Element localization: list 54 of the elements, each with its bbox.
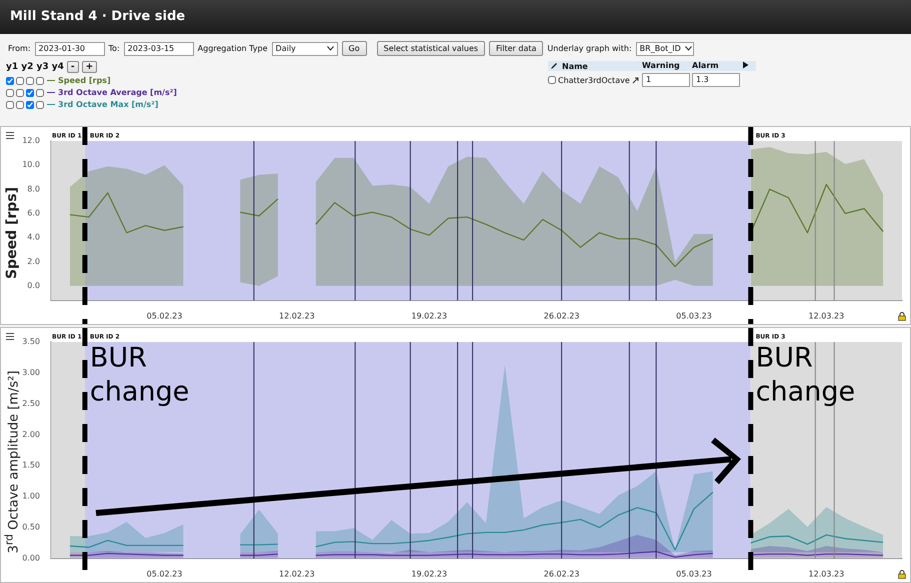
text: Go — [342, 41, 367, 56]
legend-label: 3rd Octave Average [m/s²] — [58, 88, 177, 97]
text: + — [82, 61, 98, 73]
x-tick-label: 05.02.23 — [146, 569, 182, 578]
text: 1 — [642, 73, 690, 87]
text: Warning — [642, 61, 692, 71]
x-tick-label: 26.02.23 — [544, 569, 580, 578]
y-tick-label: 1.00 — [22, 492, 40, 501]
text: BR_Bot_ID — [636, 42, 694, 56]
y-tick-label: 2.50 — [22, 398, 40, 408]
y-tick-label: 10.0 — [22, 160, 40, 170]
y-tick-label: 12.0 — [22, 136, 40, 146]
x-tick-label: 05.03.23 — [676, 311, 712, 320]
text: From: — [8, 44, 31, 53]
x-tick-label: 12.02.23 — [279, 311, 315, 320]
legend-label: 3rd Octave Max [m/s²] — [58, 100, 158, 109]
text: - — [66, 61, 79, 73]
x-tick-label: 05.03.23 — [676, 569, 712, 578]
text: Select statistical values — [376, 41, 486, 56]
x-tick-label: 12.03.23 — [808, 311, 844, 320]
y-tick-label: 6.0 — [27, 208, 40, 218]
chart-title: Mill Stand 4 · Drive side — [0, 0, 911, 34]
text: 2023-03-15 — [124, 42, 194, 56]
text: Aggregation Type — [198, 44, 268, 53]
ref-line-label: BUR change — [756, 342, 856, 408]
text: Filter data — [489, 41, 544, 56]
x-tick-label: 19.02.23 — [411, 569, 448, 578]
text: Chatter3rdOctave — [557, 74, 631, 86]
y-tick-label: 2.00 — [22, 430, 40, 439]
legend-label: Speed [rps] — [58, 76, 111, 85]
y-tick-label: 3.50 — [22, 337, 40, 346]
text: y1 y2 y3 y4 — [6, 62, 64, 72]
y-tick-label: 2.0 — [27, 256, 40, 266]
text: 1.3 — [692, 73, 740, 87]
y-tick-label: 8.0 — [27, 184, 40, 194]
y-tick-label: 0.00 — [22, 553, 40, 562]
text: Underlay graph with: — [547, 44, 632, 53]
y-tick-label: 3.00 — [22, 368, 40, 377]
x-tick-label: 19.02.23 — [411, 311, 448, 320]
y-tick-label: 1.50 — [22, 460, 40, 470]
text: Daily — [272, 42, 338, 56]
text: Name — [548, 61, 642, 71]
y-axis-title: Speed [rps] — [4, 186, 20, 279]
x-tick-label: 26.02.23 — [544, 311, 580, 320]
text: Alarm — [692, 61, 742, 71]
ref-line-label: BUR change — [90, 342, 190, 408]
x-tick-label: 12.02.23 — [279, 569, 315, 578]
text: 2023-01-30 — [34, 42, 105, 56]
x-tick-label: 05.02.23 — [146, 311, 182, 320]
text: To: — [108, 44, 120, 53]
y-tick-label: 4.0 — [27, 232, 40, 242]
x-tick-label: 12.03.23 — [808, 569, 844, 578]
y-tick-label: 0.0 — [27, 280, 40, 290]
y-tick-label: 0.50 — [22, 522, 40, 532]
